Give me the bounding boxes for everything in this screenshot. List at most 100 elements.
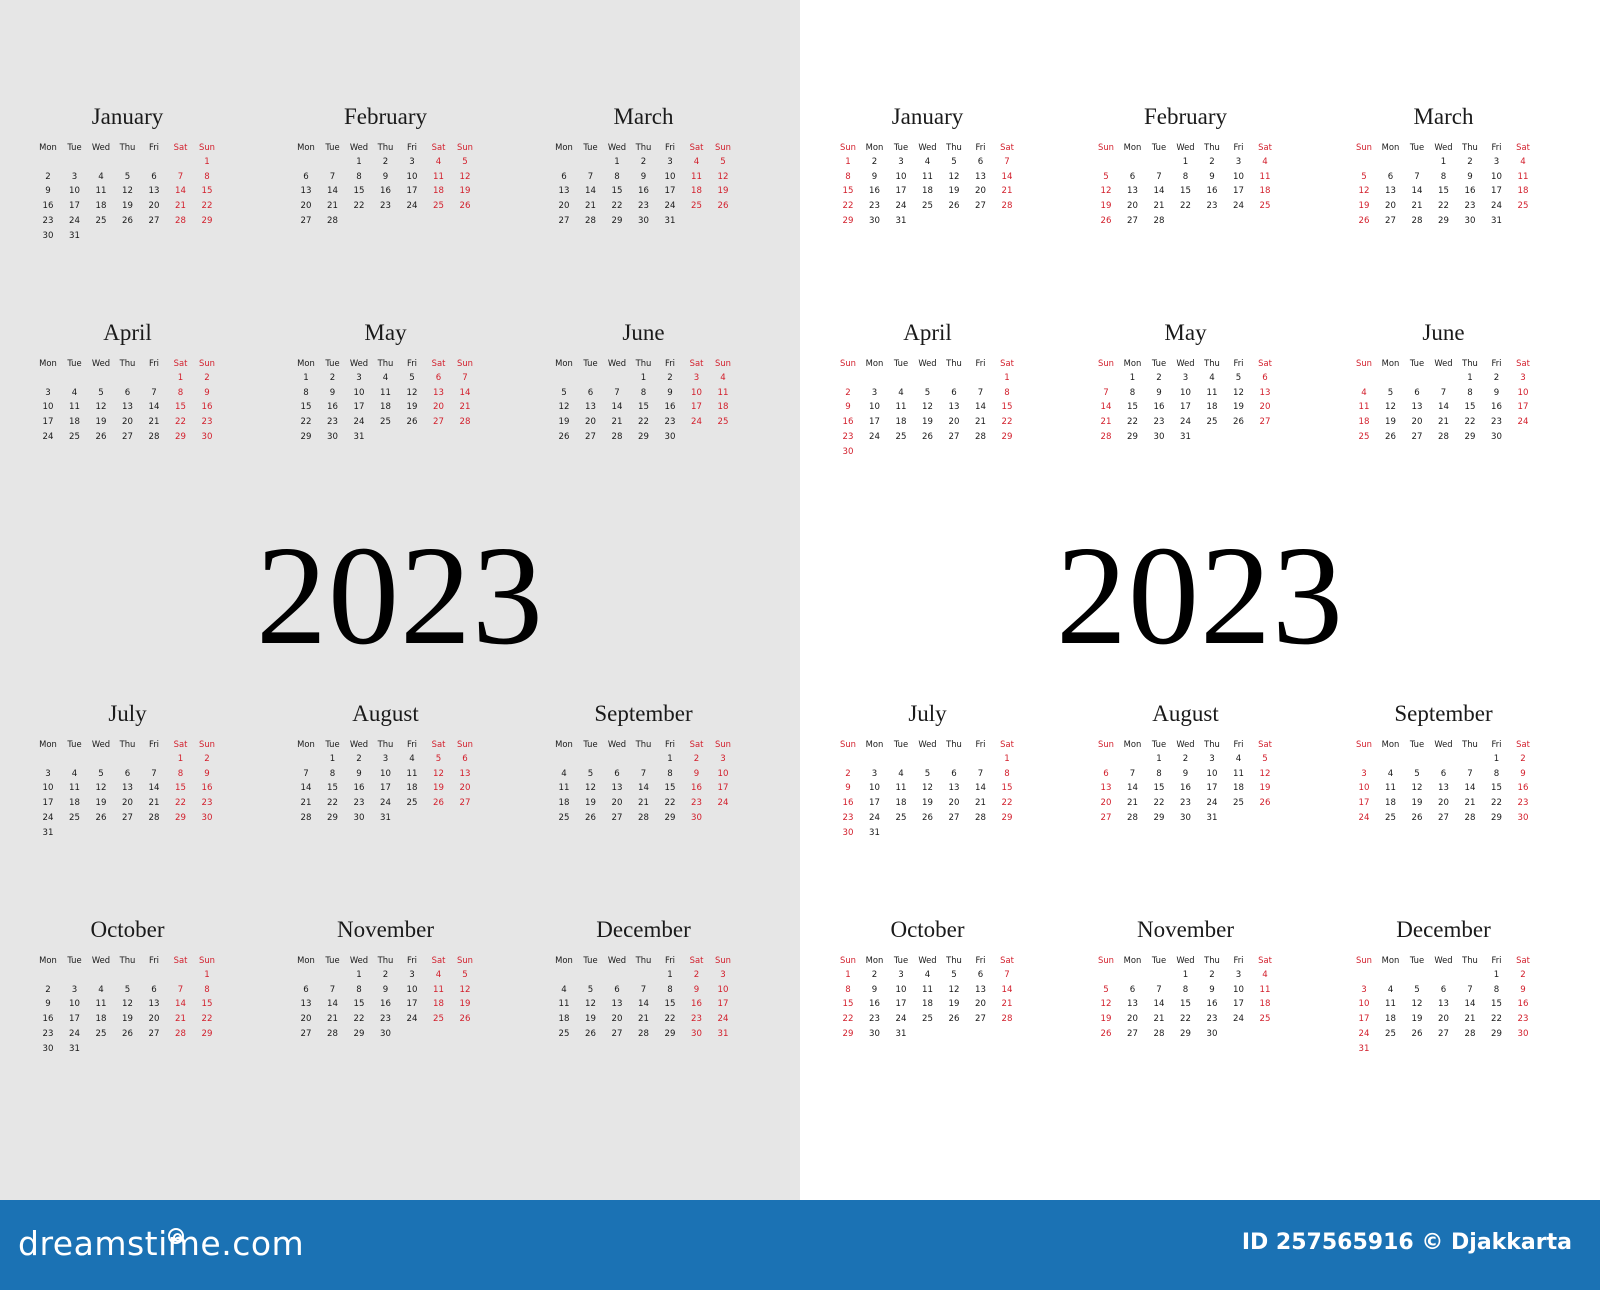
- day-cell: 14: [148, 783, 160, 794]
- day-cell: 4: [924, 969, 931, 980]
- day-cell: 26: [95, 431, 107, 442]
- day-cell: 23: [664, 417, 676, 428]
- weekday-label: Tue: [1409, 739, 1425, 749]
- day-cell: 4: [720, 372, 726, 383]
- empty-cell: [61, 968, 88, 983]
- day-cell: 5: [124, 171, 131, 182]
- day-cell: 5: [462, 969, 468, 980]
- month-january: January Sun Mon Tue Wed Thu Fri Sat 1 2 3 4 5 6 7 8 9 10 1…: [820, 100, 1035, 229]
- dreamstime-logo[interactable]: dreamstime.com: [18, 1222, 304, 1266]
- day-cell: 22: [327, 798, 338, 809]
- day-cell: 24: [869, 431, 880, 442]
- day-cell: 12: [1358, 186, 1370, 197]
- day-cell: 31: [895, 1028, 907, 1039]
- day-cell: 8: [1440, 171, 1447, 182]
- day-cell: 14: [327, 186, 338, 197]
- day-cell: 27: [585, 431, 596, 442]
- day-cell: 2: [382, 969, 389, 980]
- day-cell: 3: [45, 768, 51, 779]
- day-cell: 26: [717, 201, 729, 212]
- day-cell: 5: [1235, 372, 1242, 383]
- day-cell: 19: [948, 999, 960, 1010]
- day-cell: 20: [459, 783, 471, 794]
- day-cell: 9: [1209, 984, 1215, 995]
- day-cell: 6: [561, 171, 567, 182]
- empty-cell: [141, 155, 168, 170]
- month-name: March: [613, 104, 674, 129]
- day-cell: 8: [1156, 768, 1162, 779]
- day-cell: 14: [585, 186, 596, 197]
- day-cell: 14: [1411, 186, 1423, 197]
- weekday-label: Tue: [325, 142, 340, 152]
- empty-cell: [630, 752, 657, 767]
- day-cell: 1: [356, 156, 362, 167]
- weekday-label: Mon: [865, 739, 884, 749]
- empty-cell: [1404, 155, 1431, 170]
- day-grid: Sun Mon Tue Wed Thu Fri Sat 1 2 3 4 5 6 7 8 9 10 11 12 13 14…: [820, 953, 1035, 1042]
- day-cell: 28: [459, 417, 471, 428]
- day-cell: 1: [177, 753, 184, 764]
- day-cell: 29: [201, 215, 213, 226]
- empty-cell: [1119, 752, 1146, 767]
- day-cell: 12: [459, 171, 471, 182]
- empty-cell: [861, 371, 888, 386]
- day-cell: 17: [1358, 798, 1370, 809]
- day-cell: 18: [895, 417, 907, 428]
- day-cell: 30: [1206, 1028, 1218, 1039]
- day-cell: 22: [1180, 1014, 1191, 1025]
- day-cell: 22: [1127, 417, 1138, 428]
- day-cell: 5: [98, 387, 104, 398]
- day-cell: 7: [303, 768, 309, 779]
- day-cell: 28: [975, 431, 986, 442]
- day-cell: 10: [1233, 171, 1244, 182]
- day-cell: 12: [1100, 999, 1112, 1010]
- day-cell: 11: [895, 783, 907, 794]
- day-cell: 29: [201, 1028, 213, 1039]
- weekday-label: Mon: [297, 955, 315, 965]
- day-cell: 24: [895, 201, 907, 212]
- day-cell: 15: [1180, 186, 1191, 197]
- day-cell: 5: [1414, 768, 1420, 779]
- day-cell: 22: [611, 201, 623, 212]
- day-cell: 6: [1129, 984, 1136, 995]
- day-cell: 17: [1233, 999, 1244, 1010]
- day-cell: 12: [922, 402, 933, 413]
- weekday-label: Sat: [1516, 358, 1530, 368]
- day-cell: 4: [1235, 753, 1242, 764]
- day-cell: 14: [638, 783, 649, 794]
- weekday-label: Sun: [1356, 358, 1372, 368]
- day-cell: 13: [1438, 999, 1449, 1010]
- day-cell: 8: [303, 387, 309, 398]
- day-cell: 14: [175, 186, 186, 197]
- day-cell: 3: [1520, 372, 1526, 383]
- weekday-label: Tue: [893, 358, 909, 368]
- month-name: October: [890, 917, 965, 942]
- day-cell: 7: [977, 768, 984, 779]
- day-cell: 26: [1100, 215, 1112, 226]
- weekday-label: Fri: [975, 739, 986, 749]
- day-cell: 20: [300, 201, 312, 212]
- day-cell: 4: [71, 387, 78, 398]
- day-cell: 2: [204, 753, 210, 764]
- month-name: April: [903, 320, 952, 345]
- day-cell: 7: [151, 768, 157, 779]
- day-cell: 3: [1235, 969, 1242, 980]
- weekday-label: Mon: [555, 955, 573, 965]
- day-cell: 1: [1493, 753, 1500, 764]
- day-cell: 17: [1491, 186, 1502, 197]
- day-cell: 13: [975, 984, 986, 995]
- day-cell: 5: [124, 984, 131, 995]
- day-cell: 13: [1100, 783, 1112, 794]
- day-grid: Mon Tue Wed Thu Fri Sat Sun 1 2 3 4 5 6 7 8 9 10 11 12 13 14…: [20, 356, 235, 445]
- day-cell: 7: [1004, 156, 1010, 167]
- month-name: May: [364, 320, 407, 345]
- empty-cell: [861, 752, 888, 767]
- day-cell: 28: [148, 812, 160, 823]
- day-cell: 3: [409, 156, 415, 167]
- day-cell: 22: [664, 798, 676, 809]
- day-cell: 12: [459, 984, 471, 995]
- day-cell: 12: [922, 783, 933, 794]
- day-cell: 12: [1411, 999, 1423, 1010]
- day-grid: Mon Tue Wed Thu Fri Sat Sun 1 2 3 4 5 6 7 8 9 10 11 12 13 14…: [536, 953, 751, 1042]
- day-grid: Mon Tue Wed Thu Fri Sat Sun 1 2 3 4 5 6 7 8 9 10 11 12 13 14…: [20, 140, 235, 244]
